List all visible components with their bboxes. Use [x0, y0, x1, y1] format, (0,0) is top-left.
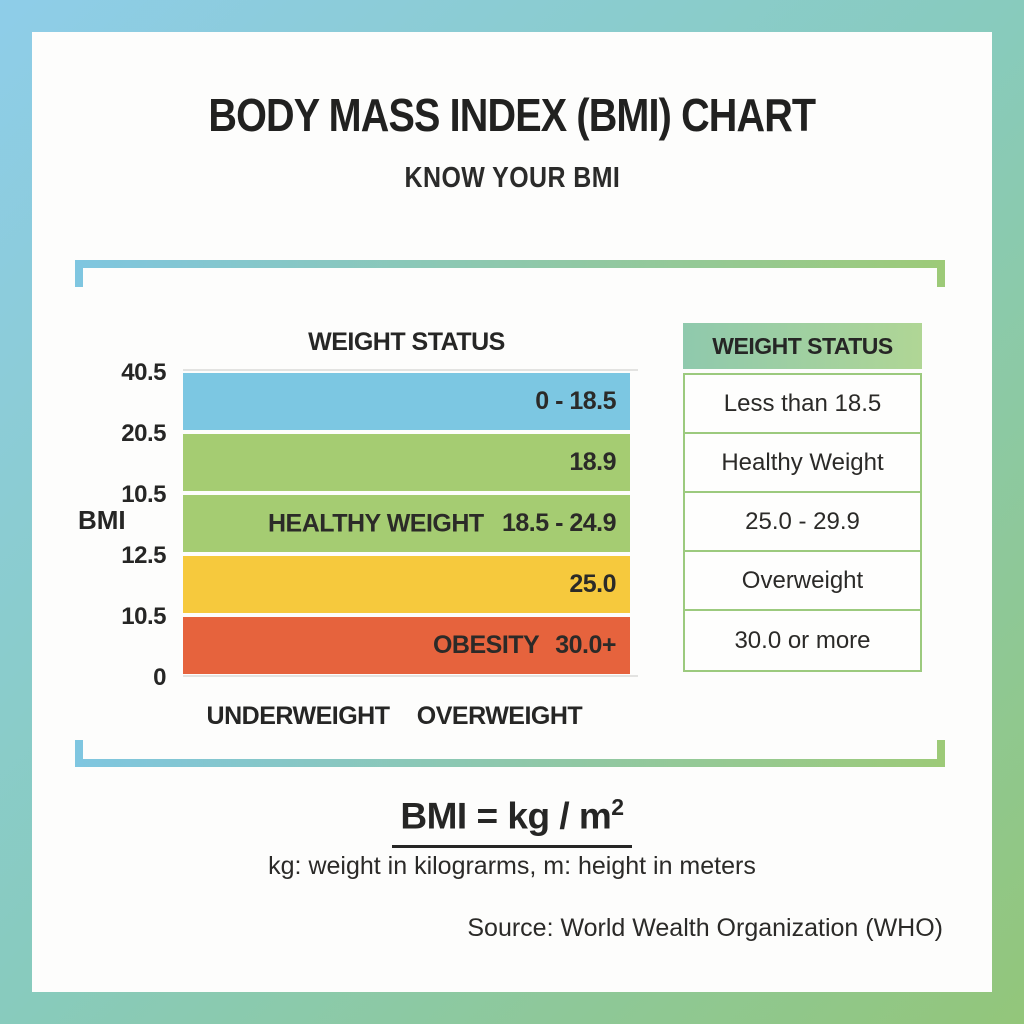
- bar-obesity: OBESITY 30.0+: [183, 617, 630, 674]
- content-panel: BODY MASS INDEX (BMI) CHART KNOW YOUR BM…: [32, 32, 992, 992]
- bar-25-0-range: 25.0: [569, 570, 616, 598]
- y-tick-12-5: 12.5: [121, 542, 166, 569]
- page-title: BODY MASS INDEX (BMI) CHART: [32, 88, 992, 142]
- bracket-top-left-stub: [75, 260, 83, 287]
- table-row: Less than 18.5: [685, 375, 920, 434]
- bracket-bottom-right-stub: [937, 740, 945, 767]
- bar-healthy-weight: HEALTHY WEIGHT 18.5 - 24.9: [183, 495, 630, 552]
- page-subtitle-text: KNOW YOUR BMI: [404, 162, 620, 194]
- bar-underweight: 0 - 18.5: [183, 373, 630, 430]
- y-axis-label: BMI: [78, 505, 126, 535]
- bar-healthy-weight-range: 18.5 - 24.9: [501, 509, 617, 537]
- bracket-bottom: [75, 740, 945, 767]
- page-title-text: BODY MASS INDEX (BMI) CHART: [208, 89, 817, 141]
- y-tick-20-5: 20.5: [121, 420, 166, 447]
- bmi-formula-exponent: 2: [611, 794, 624, 820]
- gridline-top: [183, 369, 638, 371]
- bracket-top: [75, 260, 945, 287]
- gridline-bottom: [183, 675, 638, 677]
- table-row: 30.0 or more: [734, 626, 871, 654]
- y-tick-10-5-b: 10.5: [121, 603, 166, 630]
- table-row: Healthy Weight: [685, 434, 920, 493]
- page-subtitle: KNOW YOUR BMI: [32, 162, 992, 195]
- bmi-formula-text: BMI = kg / m: [400, 795, 612, 837]
- bracket-top-right-stub: [937, 260, 945, 287]
- bar-healthy-weight-label: HEALTHY WEIGHT: [268, 509, 484, 537]
- bar-18-9: 18.9: [183, 434, 630, 491]
- bar-18-9-range: 18.9: [569, 448, 616, 476]
- weight-status-table-header: WEIGHT STATUS: [683, 323, 922, 369]
- bmi-formula-equation: BMI = kg / m2: [392, 794, 632, 849]
- bar-25-0: 25.0: [183, 556, 630, 613]
- bar-obesity-label: OBESITY: [432, 631, 540, 659]
- x-category-underweight: UNDERWEIGHT: [206, 702, 390, 730]
- bracket-top-bar: [75, 260, 945, 268]
- weight-status-table: WEIGHT STATUS Less than 18.5 Healthy Wei…: [683, 323, 922, 672]
- bmi-formula: BMI = kg / m2: [32, 794, 992, 849]
- source-attribution: Source: World Wealth Organization (WHO): [467, 914, 943, 942]
- weight-status-table-body: Less than 18.5 Healthy Weight 25.0 - 29.…: [683, 373, 922, 672]
- table-row: Overweight: [685, 552, 920, 611]
- x-category-overweight: OVERWEIGHT: [416, 702, 583, 730]
- table-row: 25.0 - 29.9: [685, 493, 920, 552]
- bracket-bottom-left-stub: [75, 740, 83, 767]
- bmi-formula-note: kg: weight in kilograrms, m: height in m…: [268, 852, 756, 880]
- bar-underweight-range: 0 - 18.5: [535, 387, 616, 415]
- chart-title: WEIGHT STATUS: [308, 328, 505, 356]
- bar-obesity-range: 30.0+: [555, 631, 616, 659]
- bracket-bottom-bar: [75, 759, 945, 767]
- y-tick-40-5: 40.5: [121, 359, 166, 386]
- y-tick-0: 0: [153, 664, 166, 691]
- y-tick-10-5-a: 10.5: [121, 481, 166, 508]
